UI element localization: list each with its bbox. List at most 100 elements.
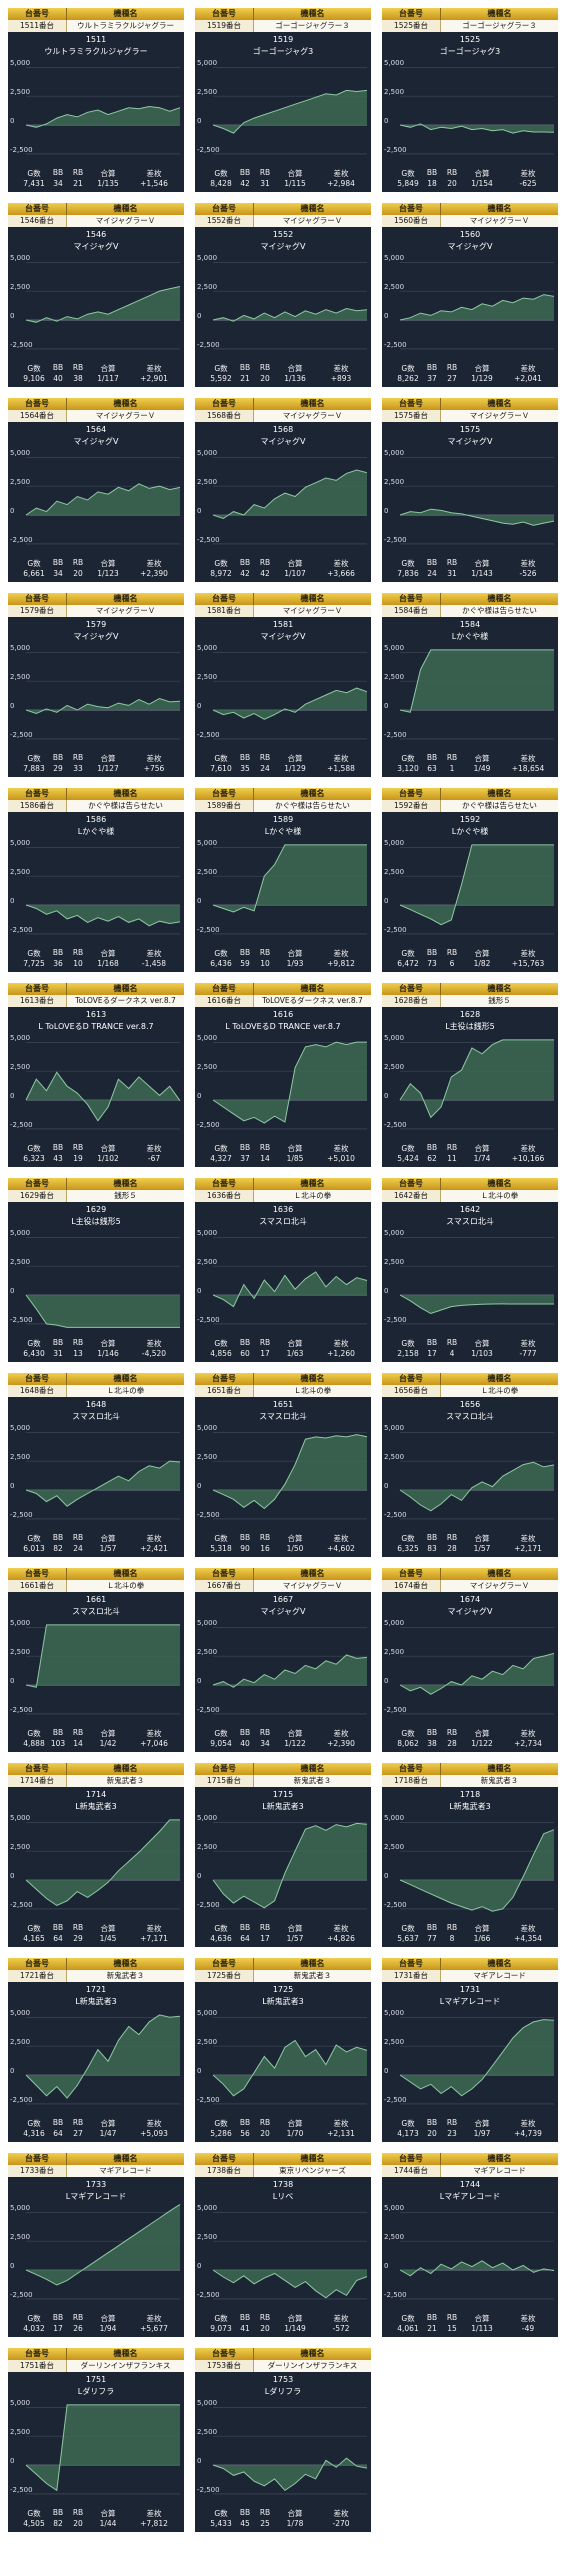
- stats-header: G数 BB RB 合算 差枚: [195, 753, 371, 763]
- machine-card[interactable]: 台番号 機種名 1592番台 かぐや様は告らせたい 1592 Lかぐや様 5,000 2,50…: [382, 788, 558, 972]
- machine-card[interactable]: 台番号 機種名 1560番台 マイジャグラーＶ 1560 マイジャグV 5,000 2,500…: [382, 203, 558, 387]
- machine-card[interactable]: 台番号 機種名 1751番台 ダーリンインザフランキス 1751 Lダリフラ 5,000 2,…: [8, 2348, 184, 2532]
- stat-label-g: G数: [214, 364, 228, 373]
- unit-label: 台番号: [195, 2348, 254, 2360]
- model-value: マイジャグラーＶ: [254, 1580, 371, 1592]
- machine-card[interactable]: 台番号 機種名 1725番台 新鬼武者３ 1725 L新鬼武者3 5,000 2,500 0 -2…: [195, 1958, 371, 2142]
- stat-label-prob: 合算: [100, 1924, 116, 1933]
- machine-card[interactable]: 台番号 機種名 1519番台 ゴーゴージャグラー３ 1519 ゴーゴージャグ3 5,000 2…: [195, 8, 371, 192]
- machine-card[interactable]: 台番号 機種名 1629番台 銭形５ 1629 L主役は銭形5 5,000 2,500 0 -2,…: [8, 1178, 184, 1362]
- diff-chart: 5,000 2,500 0 -2,500: [10, 59, 181, 155]
- diff-chart: 5,000 2,500 0 -2,500: [384, 1619, 555, 1715]
- machine-card[interactable]: 台番号 機種名 1715番台 新鬼武者３ 1715 L新鬼武者3 5,000 2,500 0 -2…: [195, 1763, 371, 1947]
- machine-card[interactable]: 台番号 機種名 1733番台 マギアレコード 1733 Lマギアレコード 5,000 2,50…: [8, 2153, 184, 2337]
- stat-label-bb: BB: [52, 363, 64, 372]
- machine-card[interactable]: 台番号 機種名 1525番台 ゴーゴージャグラー３ 1525 ゴーゴージャグ3 5,000 2…: [382, 8, 558, 192]
- diff-area: [400, 1653, 554, 1695]
- stat-label-prob: 合算: [287, 2509, 303, 2518]
- stat-label-bb: BB: [426, 1143, 438, 1152]
- y-tick-label: 5,000: [10, 839, 30, 847]
- machine-card[interactable]: 台番号 機種名 1616番台 ToLOVEるダークネス ver.8.7 1616 L To…: [195, 983, 371, 1167]
- stat-value-bb: 21: [240, 374, 250, 383]
- machine-card[interactable]: 台番号 機種名 1511番台 ウルトラミラクルジャグラー 1511 ウルトラミラクルジャグ…: [8, 8, 184, 192]
- stats-header: G数 BB RB 合算 差枚: [382, 1143, 558, 1153]
- stat-value-rb: 20: [260, 2324, 270, 2333]
- machine-number: 1584: [459, 620, 481, 629]
- y-tick-label: 5,000: [197, 1424, 217, 1432]
- unit-label: 台番号: [8, 8, 67, 20]
- stat-value-rb: 14: [260, 1154, 270, 1163]
- unit-label: 台番号: [8, 788, 67, 800]
- stat-label-bb: BB: [239, 2508, 251, 2517]
- y-tick-label: 5,000: [197, 839, 217, 847]
- stat-label-g: G数: [214, 754, 228, 763]
- diff-chart: 5,000 2,500 0 -2,500: [384, 644, 554, 740]
- stat-value-bb: 82: [53, 1544, 63, 1553]
- stat-value-prob: 1/49: [473, 764, 491, 773]
- machine-card[interactable]: 台番号 機種名 1744番台 マギアレコード 1744 Lマギアレコード 5,000 2,50…: [382, 2153, 558, 2337]
- model-label: 機種名: [441, 1373, 558, 1385]
- y-tick-label: 5,000: [10, 1619, 30, 1627]
- unit-value: 1575番台: [382, 410, 441, 422]
- machine-card[interactable]: 台番号 機種名 1714番台 新鬼武者３ 1714 L新鬼武者3 5,000 2,500 0 -2…: [8, 1763, 184, 1947]
- stat-label-g: G数: [27, 2119, 41, 2128]
- machine-card[interactable]: 台番号 機種名 1552番台 マイジャグラーＶ 1552 マイジャグV 5,000 2,500…: [195, 203, 371, 387]
- machine-card[interactable]: 台番号 機種名 1674番台 マイジャグラーＶ 1674 マイジャグV 5,000 2,500…: [382, 1568, 558, 1752]
- stat-label-bb: BB: [52, 168, 64, 177]
- stat-value-diff: +5,093: [140, 2129, 168, 2138]
- machine-card[interactable]: 台番号 機種名 1613番台 ToLOVEるダークネス ver.8.7 1613 L To…: [8, 983, 184, 1167]
- stat-label-rb: RB: [446, 1143, 458, 1152]
- machine-card[interactable]: 台番号 機種名 1575番台 マイジャグラーＶ 1575 マイジャグV 5,000 2,500…: [382, 398, 558, 582]
- y-tick-label: 5,000: [197, 1814, 217, 1822]
- machine-card[interactable]: 台番号 機種名 1651番台 Ｌ北斗の拳 1651 スマスロ北斗 5,000 2,500 0 -2…: [195, 1373, 371, 1557]
- machine-card[interactable]: 台番号 機種名 1564番台 マイジャグラーＶ 1564 マイジャグV 5,000 2,500…: [8, 398, 184, 582]
- stat-value-diff: +15,763: [511, 959, 545, 968]
- model-label: 機種名: [441, 593, 558, 605]
- stat-label-bb: BB: [239, 1338, 251, 1347]
- machine-card[interactable]: 台番号 機種名 1661番台 Ｌ北斗の拳 1661 スマスロ北斗 5,000 2,500 0 -2…: [8, 1568, 184, 1752]
- stat-value-prob: 1/129: [471, 374, 493, 383]
- unit-value: 1715番台: [195, 1775, 254, 1787]
- stat-value-prob: 1/168: [97, 959, 119, 968]
- stat-label-diff: 差枚: [333, 754, 349, 763]
- stat-value-g: 3,120: [397, 764, 419, 773]
- machine-card[interactable]: 台番号 機種名 1648番台 Ｌ北斗の拳 1648 スマスロ北斗 5,000 2,500 0 -2…: [8, 1373, 184, 1557]
- stat-label-diff: 差枚: [146, 1924, 162, 1933]
- machine-card[interactable]: 台番号 機種名 1753番台 ダーリンインザフランキス 1753 Lダリフラ 5,000 2,…: [195, 2348, 371, 2532]
- machine-card[interactable]: 台番号 機種名 1656番台 Ｌ北斗の拳 1656 スマスロ北斗 5,000 2,500 0 -2…: [382, 1373, 558, 1557]
- machine-card[interactable]: 台番号 機種名 1581番台 マイジャグラーＶ 1581 マイジャグV 5,000 2,500…: [195, 593, 371, 777]
- stat-label-bb: BB: [239, 1923, 251, 1932]
- stat-value-diff: +3,666: [327, 569, 355, 578]
- stat-label-g: G数: [27, 754, 41, 763]
- diff-area: [213, 2040, 367, 2096]
- machine-card[interactable]: 台番号 機種名 1584番台 かぐや様は告らせたい 1584 Lかぐや様 5,000 2,50…: [382, 593, 558, 777]
- stat-value-diff: +1,588: [327, 764, 355, 773]
- stat-value-diff: +2,390: [140, 569, 168, 578]
- machine-card[interactable]: 台番号 機種名 1579番台 マイジャグラーＶ 1579 マイジャグV 5,000 2,500…: [8, 593, 184, 777]
- machine-card[interactable]: 台番号 機種名 1568番台 マイジャグラーＶ 1568 マイジャグV 5,000 2,500…: [195, 398, 371, 582]
- machine-card[interactable]: 台番号 機種名 1718番台 新鬼武者３ 1718 L新鬼武者3 5,000 2,500 0 -2…: [382, 1763, 558, 1947]
- machine-card[interactable]: 台番号 機種名 1636番台 Ｌ北斗の拳 1636 スマスロ北斗 5,000 2,500 0 -2…: [195, 1178, 371, 1362]
- y-tick-label: -2,500: [197, 1121, 220, 1129]
- y-tick-label: -2,500: [197, 731, 220, 739]
- model-label: 機種名: [67, 788, 184, 800]
- machine-short-name: スマスロ北斗: [72, 1412, 120, 1421]
- machine-card[interactable]: 台番号 機種名 1586番台 かぐや様は告らせたい 1586 Lかぐや様 5,000 2,50…: [8, 788, 184, 972]
- stats-values: 6,472 73 6 1/82 +15,763: [382, 959, 558, 969]
- stat-value-prob: 1/146: [97, 1349, 119, 1358]
- stat-value-diff: -625: [519, 179, 537, 188]
- diff-line: [25, 2014, 181, 2099]
- stat-value-g: 6,436: [210, 959, 232, 968]
- machine-card[interactable]: 台番号 機種名 1642番台 Ｌ北斗の拳 1642 スマスロ北斗 5,000 2,500 0 -2…: [382, 1178, 558, 1362]
- machine-card[interactable]: 台番号 機種名 1667番台 マイジャグラーＶ 1667 マイジャグV 5,000 2,500…: [195, 1568, 371, 1752]
- unit-value: 1511番台: [8, 20, 67, 32]
- machine-card[interactable]: 台番号 機種名 1546番台 マイジャグラーＶ 1546 マイジャグV 5,000 2,500…: [8, 203, 184, 387]
- machine-card[interactable]: 台番号 機種名 1721番台 新鬼武者３ 1721 L新鬼武者3 5,000 2,500 0 -2…: [8, 1958, 184, 2142]
- machine-card[interactable]: 台番号 機種名 1628番台 銭形５ 1628 L主役は銭形5 5,000 2,500 0 -2,…: [382, 983, 558, 1167]
- stat-label-rb: RB: [446, 2313, 458, 2322]
- y-tick-label: -2,500: [197, 536, 220, 544]
- machine-card[interactable]: 台番号 機種名 1738番台 東京リベンジャーズ 1738 Lリベ 5,000 2,500 0 -…: [195, 2153, 371, 2337]
- machine-card[interactable]: 台番号 機種名 1589番台 かぐや様は告らせたい 1589 Lかぐや様 5,000 2,50…: [195, 788, 371, 972]
- machine-card[interactable]: 台番号 機種名 1731番台 マギアレコード 1731 Lマギアレコード 5,000 2,50…: [382, 1958, 558, 2142]
- stat-label-rb: RB: [259, 1728, 271, 1737]
